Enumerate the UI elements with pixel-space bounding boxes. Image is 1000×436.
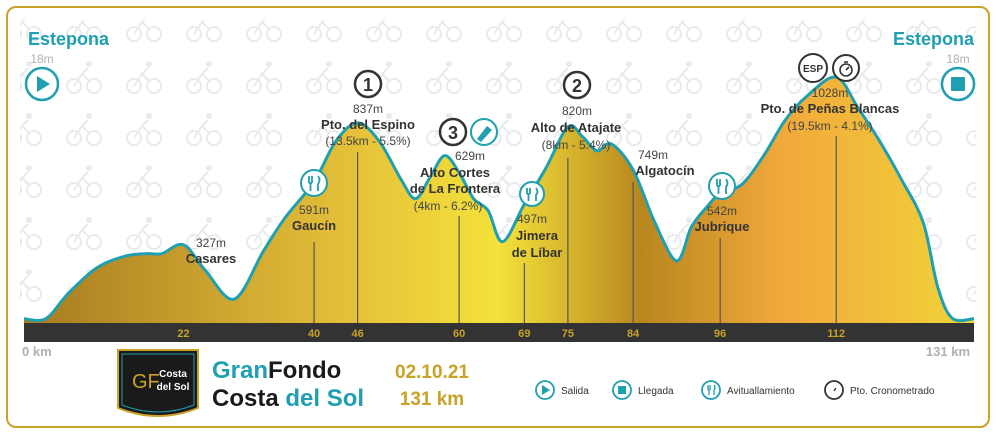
gel-icon bbox=[470, 118, 498, 146]
jubrique-name: Jubrique bbox=[695, 219, 750, 234]
finish-elevation: 18m bbox=[946, 52, 969, 66]
penas-name: Pto. de Peñas Blancas bbox=[761, 101, 900, 116]
km-tick-46: 46 bbox=[351, 328, 363, 340]
legend-llegada: Llegada bbox=[612, 380, 674, 400]
climb-number-3-badge bbox=[438, 117, 468, 147]
marker-gaucin: 591m Gaucín bbox=[292, 169, 336, 233]
event-distance: 131 km bbox=[400, 389, 464, 410]
start-play-icon bbox=[24, 66, 60, 102]
penas-elevation: 1028m bbox=[812, 86, 849, 100]
legend: Salida Llegada Avituallamiento Pto. Cron… bbox=[535, 380, 935, 400]
penas-detail: (19.5km - 4.1%) bbox=[787, 119, 872, 133]
atajate-number: 2 bbox=[572, 76, 582, 96]
legend-llegada-label: Llegada bbox=[638, 386, 674, 397]
algatocin-elevation: 749m bbox=[638, 148, 668, 162]
gaucin-elevation: 591m bbox=[299, 203, 329, 217]
distance-track bbox=[24, 323, 974, 342]
marker-penas-blancas: ESP 1028m Pto. de Peñas Blancas (19.5km … bbox=[761, 53, 900, 133]
climb-number-1-badge bbox=[353, 69, 383, 99]
espino-number: 1 bbox=[363, 75, 373, 95]
atajate-elevation: 820m bbox=[562, 104, 592, 118]
espino-name: Pto. del Espino bbox=[321, 117, 415, 132]
esp-badge bbox=[798, 53, 828, 83]
gran-fondo-logo: GF Costa del Sol bbox=[117, 349, 199, 417]
legend-salida-label: Salida bbox=[561, 386, 589, 397]
title-line2: Costa del Sol bbox=[212, 385, 364, 412]
logo-costa: Costa bbox=[159, 369, 187, 380]
marker-casares: 327m Casares bbox=[186, 236, 237, 266]
finish-town: Estepona bbox=[893, 29, 975, 49]
penas-badge: ESP bbox=[803, 64, 823, 75]
start-km: 0 km bbox=[22, 344, 52, 359]
km-tick-112: 112 bbox=[827, 328, 845, 340]
km-tick-40: 40 bbox=[308, 328, 320, 340]
climb-number-2-badge bbox=[562, 70, 592, 100]
cortes-number: 3 bbox=[448, 123, 458, 143]
frame-border bbox=[6, 6, 990, 428]
km-tick-84: 84 bbox=[627, 328, 640, 340]
feed-icon bbox=[300, 169, 328, 197]
event-title: GranFondo Costa del Sol bbox=[212, 357, 364, 412]
finish-km: 131 km bbox=[926, 344, 970, 359]
cortes-elevation: 629m bbox=[455, 149, 485, 163]
km-tick-labels: 22 40 46 60 69 75 84 96 112 bbox=[177, 328, 845, 340]
marker-jimera: 497m Jimera de Líbar bbox=[512, 181, 563, 260]
jimera-elevation: 497m bbox=[517, 212, 547, 226]
marker-atajate: 2 820m Alto de Atajate (8km - 5.4%) bbox=[531, 70, 622, 152]
jimera-name-line1: Jimera bbox=[516, 228, 559, 243]
km-tick-75: 75 bbox=[562, 328, 574, 340]
casares-elevation: 327m bbox=[196, 236, 226, 250]
elevation-line bbox=[23, 75, 975, 323]
jimera-name-line2: de Líbar bbox=[512, 245, 563, 260]
start-elevation: 18m bbox=[30, 52, 53, 66]
atajate-detail: (8km - 5.4%) bbox=[542, 138, 611, 152]
algatocin-name: Algatocín bbox=[635, 163, 694, 178]
start-town: Estepona bbox=[28, 29, 110, 49]
marker-jubrique: 542m Jubrique bbox=[695, 172, 750, 234]
km-tick-60: 60 bbox=[453, 328, 465, 340]
legend-avituallamiento-label: Avituallamiento bbox=[727, 386, 795, 397]
km-tick-96: 96 bbox=[714, 328, 726, 340]
casares-name: Casares bbox=[186, 251, 237, 266]
feed-icon bbox=[708, 172, 736, 200]
marker-leader-lines bbox=[313, 136, 837, 323]
marker-algatocin: 749m Algatocín bbox=[635, 148, 694, 178]
logo-gf: GF bbox=[132, 371, 160, 393]
legend-salida: Salida bbox=[535, 380, 589, 400]
marker-espino: 1 837m Pto. del Espino (13.5km - 5.5%) bbox=[321, 69, 415, 148]
feed-icon bbox=[519, 181, 545, 207]
legend-cronometrado-label: Pto. Cronometrado bbox=[850, 386, 935, 397]
elevation-area bbox=[24, 77, 974, 323]
finish-stop-icon bbox=[940, 66, 976, 102]
event-date: 02.10.21 bbox=[395, 362, 469, 383]
cortes-detail: (4km - 6.2%) bbox=[414, 199, 483, 213]
jubrique-elevation: 542m bbox=[707, 204, 737, 218]
feed-icon bbox=[701, 380, 721, 400]
cortes-name-line2: de La Frontera bbox=[410, 181, 501, 196]
km-tick-69: 69 bbox=[518, 328, 530, 340]
cortes-name-line1: Alto Cortes bbox=[420, 165, 490, 180]
gaucin-name: Gaucín bbox=[292, 218, 336, 233]
marker-cortes: 3 629m Alto Cortes de La Frontera (4km -… bbox=[410, 117, 501, 213]
stopwatch-icon bbox=[832, 54, 860, 82]
legend-cronometrado: Pto. Cronometrado bbox=[824, 380, 935, 400]
title-line1: GranFondo bbox=[212, 357, 341, 384]
legend-avituallamiento: Avituallamiento bbox=[701, 380, 795, 400]
espino-detail: (13.5km - 5.5%) bbox=[325, 134, 410, 148]
atajate-name: Alto de Atajate bbox=[531, 120, 622, 135]
km-tick-22: 22 bbox=[177, 328, 189, 340]
espino-elevation: 837m bbox=[353, 102, 383, 116]
logo-del-sol: del Sol bbox=[157, 382, 190, 393]
